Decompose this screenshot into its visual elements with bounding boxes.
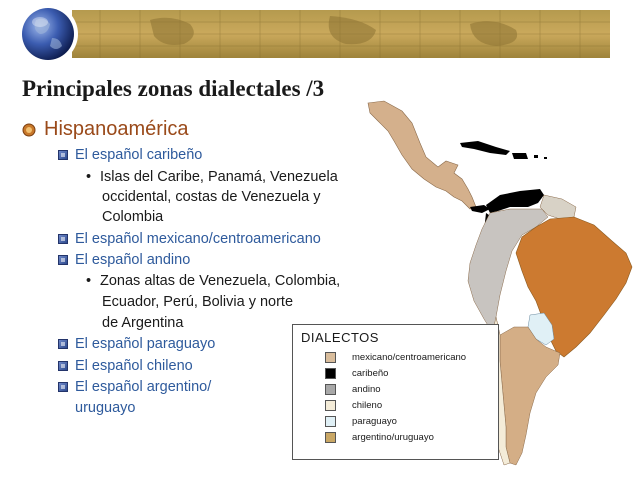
main-bullet: Hispanoamérica [22,118,189,141]
legend-entry: mexicano/centroamericano [325,352,466,363]
legend-swatch [325,352,336,363]
list-item-mexicano: El español mexicano/centroamericano [58,231,321,247]
legend-swatch [325,368,336,379]
globe-icon [22,8,74,60]
legend-entry: paraguayo [325,416,397,427]
sub-item-caribeno-cont-1: occidental, costas de Venezuela y [102,189,321,205]
list-item-andino: El español andino [58,252,190,268]
legend-title: DIALECTOS [301,330,379,345]
sub-item-caribeno-cont-2: Colombia [102,209,164,225]
sub-item-andino: • Zonas altas de Venezuela, Colombia, [86,273,341,289]
sub-item-caribeno: • Islas del Caribe, Panamá, Venezuela [86,169,338,185]
sub-item-andino-cont-1: Ecuador, Perú, Bolivia y norte [102,294,294,310]
sub-item-andino-cont-2: de Argentina [102,315,184,331]
sun-bullet-icon [22,123,36,136]
header-banner [0,0,638,68]
square-bullet-icon [58,382,68,392]
list-item-argentino-cont: uruguayo [75,400,136,416]
list-item-caribeno: El español caribeño [58,147,202,163]
legend-entry: caribeño [325,368,388,379]
list-item-paraguayo: El español paraguayo [58,336,215,352]
square-bullet-icon [58,255,68,265]
slide-title: Principales zonas dialectales /3 [22,76,325,101]
legend-entry: chileno [325,400,382,411]
square-bullet-icon [58,361,68,371]
legend-swatch [325,416,336,427]
legend-entry: argentino/uruguayo [325,432,434,443]
square-bullet-icon [58,234,68,244]
dialect-map [350,95,638,470]
legend: DIALECTOS mexicano/centroamericano carib… [292,324,499,460]
legend-swatch [325,400,336,411]
list-item-argentino: El español argentino/ [58,379,211,395]
square-bullet-icon [58,339,68,349]
legend-swatch [325,432,336,443]
legend-entry: andino [325,384,381,395]
legend-swatch [325,384,336,395]
square-bullet-icon [58,150,68,160]
list-item-chileno: El español chileno [58,358,193,374]
main-bullet-label: Hispanoamérica [44,118,189,140]
